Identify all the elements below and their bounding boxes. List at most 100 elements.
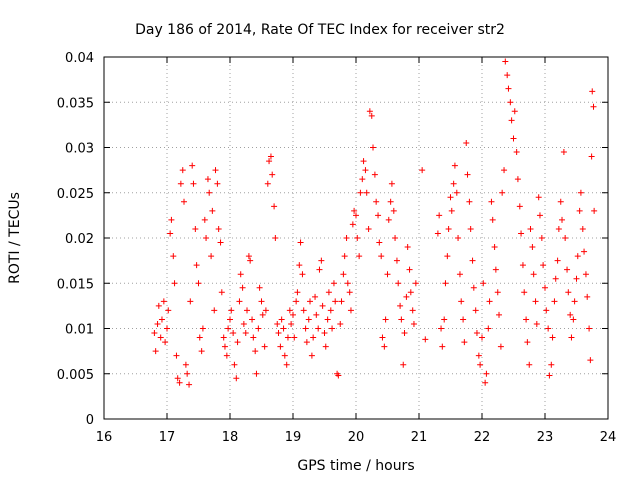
data-point: [529, 244, 536, 251]
data-point: [318, 257, 325, 264]
data-point: [501, 167, 508, 174]
data-points-layer: [151, 58, 598, 388]
data-point: [264, 180, 271, 187]
data-point: [173, 352, 180, 359]
data-point: [176, 379, 183, 386]
data-point: [218, 289, 225, 296]
data-point: [521, 289, 528, 296]
data-point: [353, 212, 359, 219]
data-point: [448, 207, 455, 214]
data-point: [365, 225, 372, 232]
data-point: [247, 257, 254, 264]
data-point: [157, 334, 164, 341]
data-point: [489, 216, 496, 223]
data-point: [182, 361, 189, 368]
x-tick-label: 19: [285, 430, 302, 445]
data-point: [404, 244, 411, 251]
data-point: [184, 370, 191, 377]
data-point: [227, 316, 233, 323]
data-point: [504, 72, 511, 79]
x-tick-label: 18: [222, 430, 239, 445]
data-point: [371, 171, 378, 178]
data-point: [250, 334, 257, 341]
data-point: [338, 298, 345, 305]
data-point: [546, 372, 553, 379]
data-point: [366, 108, 373, 115]
data-point: [497, 343, 504, 350]
data-point: [281, 352, 288, 359]
data-point: [307, 298, 314, 305]
data-point: [190, 180, 197, 187]
data-point: [236, 298, 243, 305]
data-point: [187, 298, 194, 305]
data-point: [388, 180, 395, 187]
data-point: [535, 194, 542, 201]
data-point: [533, 320, 540, 327]
data-point: [354, 235, 361, 241]
data-point: [590, 103, 597, 110]
data-point: [552, 275, 559, 282]
data-point: [313, 311, 320, 318]
data-point: [475, 352, 482, 359]
data-point: [341, 253, 348, 260]
data-point: [460, 316, 467, 323]
data-point: [450, 180, 457, 187]
data-point: [508, 117, 515, 124]
data-point: [422, 336, 429, 343]
data-point: [288, 320, 295, 327]
data-point: [261, 343, 268, 350]
x-tick-labels: 16 17 18 19 20 21 22 23 24: [96, 430, 617, 445]
data-point: [302, 325, 309, 332]
data-point: [526, 361, 533, 368]
data-point: [505, 85, 512, 92]
data-point: [327, 307, 334, 314]
x-axis-label: GPS time / hours: [297, 458, 414, 474]
data-point: [536, 212, 543, 219]
data-point: [196, 334, 203, 341]
data-point: [555, 225, 562, 232]
data-point: [382, 316, 389, 323]
x-tick-label: 21: [411, 430, 428, 445]
data-point: [234, 339, 241, 346]
data-point: [410, 320, 417, 327]
data-point: [245, 253, 252, 260]
data-point: [480, 280, 487, 287]
data-point: [199, 325, 206, 332]
data-point: [193, 262, 200, 269]
data-point: [269, 171, 276, 178]
data-point: [255, 325, 262, 332]
data-point: [540, 262, 547, 269]
data-point: [385, 216, 392, 223]
data-point: [588, 153, 595, 160]
data-point: [397, 302, 404, 309]
data-point: [198, 348, 205, 355]
y-tick-label: 0.015: [57, 277, 94, 292]
data-point: [444, 253, 451, 260]
data-point: [485, 325, 492, 332]
data-point: [230, 330, 237, 337]
data-point: [316, 266, 323, 273]
data-point: [514, 176, 521, 183]
data-point: [290, 311, 296, 318]
data-point: [343, 235, 350, 241]
data-point: [284, 334, 291, 341]
data-point: [272, 235, 279, 241]
data-point: [409, 307, 416, 314]
data-point: [206, 189, 213, 196]
data-point: [168, 216, 175, 223]
data-point: [220, 334, 227, 341]
y-tick-label: 0.02: [65, 232, 94, 247]
data-point: [463, 139, 470, 146]
data-point: [253, 370, 260, 377]
data-point: [477, 361, 484, 368]
data-point: [310, 334, 317, 341]
data-point: [511, 108, 518, 115]
data-point: [266, 158, 273, 165]
x-tick-label: 17: [159, 430, 176, 445]
data-point: [335, 372, 342, 379]
data-point: [256, 284, 263, 291]
data-point: [330, 280, 337, 287]
data-point: [299, 271, 306, 278]
data-point: [164, 325, 170, 332]
data-point: [479, 334, 485, 341]
